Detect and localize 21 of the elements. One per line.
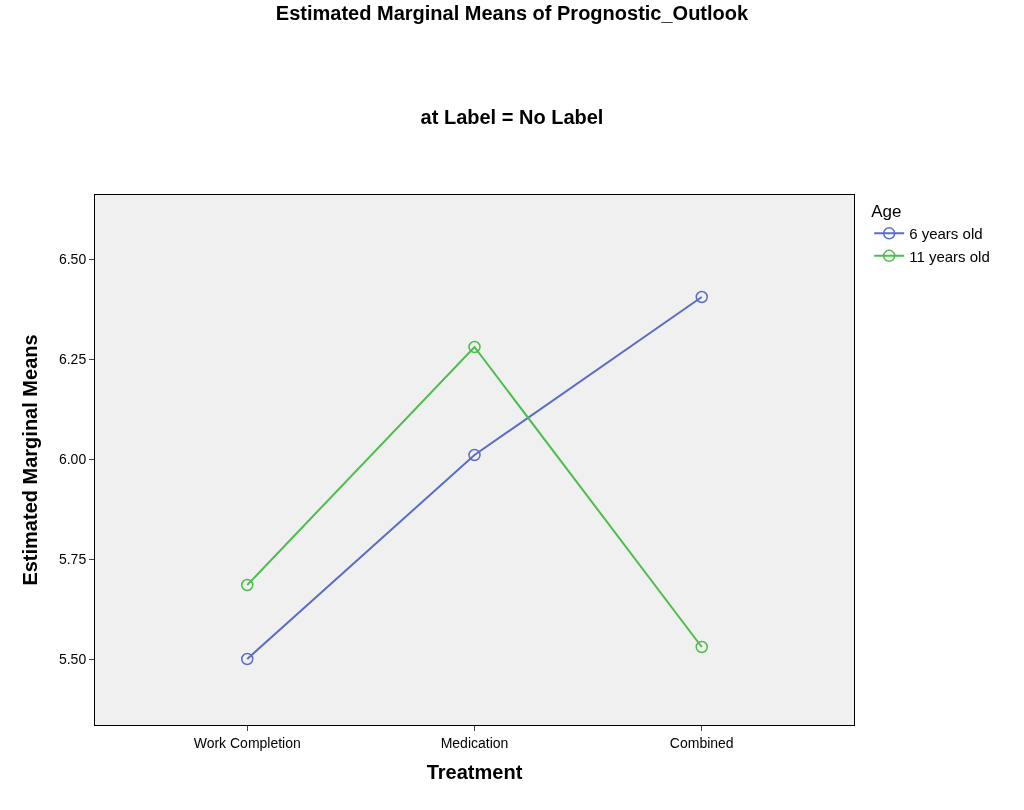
- y-tick-label: 6.00: [58, 450, 87, 467]
- x-tick-label: Combined: [669, 734, 734, 751]
- point: [695, 290, 708, 304]
- legend-label: 6 years old: [909, 225, 983, 243]
- y-tick-label: 6.50: [58, 250, 87, 267]
- point: [241, 578, 254, 592]
- y-tick-label: 6.25: [58, 350, 87, 367]
- legend-title: Age: [871, 202, 902, 222]
- chart-title: Estimated Marginal Means of Prognostic_Outlook: [275, 2, 750, 25]
- legend-label: 11 years old: [909, 247, 990, 265]
- x-axis-title: Treatment: [426, 761, 523, 784]
- chart-subtitle: at Label = No Label: [420, 106, 604, 129]
- x-tick-label: Work Completion: [193, 734, 301, 751]
- point: [468, 340, 481, 354]
- point: [695, 640, 708, 654]
- y-tick-label: 5.75: [58, 550, 87, 567]
- x-tick-label: Medication: [440, 734, 509, 751]
- point: [241, 652, 254, 666]
- y-axis-title: Estimated Marginal Means: [19, 334, 42, 586]
- point: [468, 448, 481, 462]
- y-tick-label: 5.50: [58, 650, 87, 667]
